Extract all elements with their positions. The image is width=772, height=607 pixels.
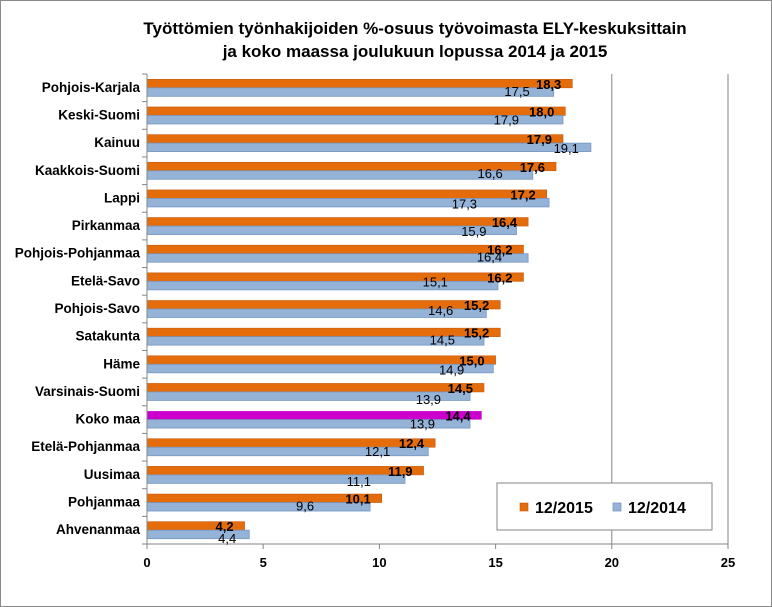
bar-12-2014-pohjois-karjala (146, 87, 555, 97)
data-label-12-2014-pohjois-savo: 14,6 (428, 303, 453, 318)
bar-12-2015-koko-maa (147, 411, 482, 420)
data-label-12-2015-varsinais-suomi: 14,5 (448, 381, 473, 396)
bar-12-2015-varsinais-suomi (146, 383, 485, 393)
data-labels: 18,317,518,017,917,919,117,616,617,217,3… (216, 77, 579, 546)
data-label-12-2015-keski-suomi: 18,0 (529, 104, 554, 119)
gridlines (611, 74, 729, 544)
category-label-pohjois-pohjanmaa: Pohjois-Pohjanmaa (15, 246, 141, 261)
category-label-lappi: Lappi (104, 190, 140, 205)
legend-item-12-2014: 12/2014 (612, 500, 686, 517)
bar-12-2014-kainuu (146, 142, 592, 153)
bar-12-2014-lappi (146, 198, 550, 208)
data-label-12-2014-hame: 14,9 (439, 362, 464, 377)
category-label-keski-suomi: Keski-Suomi (58, 107, 140, 122)
bar-12-2015-etela-pohjanmaa (146, 438, 436, 448)
data-label-12-2015-hame: 15,0 (459, 353, 484, 368)
data-label-12-2015-satakunta: 15,2 (464, 326, 489, 341)
bar-12-2015-pohjois-pohjanmaa (146, 244, 524, 255)
bar-12-2015-etela-savo (146, 272, 524, 282)
data-label-12-2015-etela-savo: 16,2 (487, 270, 512, 285)
data-label-12-2015-lappi: 17,2 (510, 187, 535, 202)
legend: 12/2015 12/2014 (496, 482, 713, 531)
category-label-pohjois-savo: Pohjois-Savo (54, 301, 140, 316)
bar-12-2014-pohjois-pohjanmaa (146, 253, 529, 263)
category-label-koko-maa: Koko maa (75, 412, 140, 427)
data-label-12-2015-pohjois-pohjanmaa: 16,2 (487, 243, 512, 258)
category-label-kaakkois-suomi: Kaakkois-Suomi (35, 163, 140, 178)
legend-label-12-2014: 12/2014 (628, 500, 686, 517)
data-label-12-2015-pohjois-savo: 15,2 (464, 298, 489, 313)
bar-12-2015-uusimaa (146, 466, 424, 476)
category-label-uusimaa: Uusimaa (84, 467, 141, 482)
category-label-etela-pohjanmaa: Etelä-Pohjanmaa (31, 439, 140, 454)
data-label-12-2015-kaakkois-suomi: 17,6 (520, 160, 545, 175)
x-tick-labels: 0 5 10 15 20 25 (143, 555, 735, 570)
data-label-12-2014-uusimaa: 11,1 (347, 474, 371, 489)
legend-swatch-12-2014 (612, 502, 622, 512)
bar-12-2014-kaakkois-suomi (146, 170, 534, 180)
legend-item-12-2015: 12/2015 (519, 500, 593, 517)
data-label-12-2014-pohjanmaa: 9,6 (296, 499, 314, 514)
x-tick-label-5: 5 (260, 555, 267, 570)
bar-12-2015-kainuu (146, 134, 564, 144)
data-label-12-2014-koko-maa: 13,9 (410, 417, 435, 432)
data-label-12-2014-lappi: 17,3 (452, 196, 477, 211)
bar-12-2015-lappi (146, 189, 548, 199)
data-label-12-2014-keski-suomi: 17,9 (494, 112, 519, 127)
category-label-etela-savo: Etelä-Savo (71, 273, 140, 288)
data-label-12-2014-pohjois-pohjanmaa: 16,4 (477, 250, 502, 265)
category-label-pohjanmaa: Pohjanmaa (68, 495, 141, 510)
category-labels: Pohjois-Karjala Keski-Suomi Kainuu Kaakkois… (15, 80, 141, 537)
category-label-satakunta: Satakunta (75, 329, 140, 344)
category-label-pohjois-karjala: Pohjois-Karjala (42, 80, 141, 95)
data-label-12-2014-etela-pohjanmaa: 12,1 (365, 444, 390, 459)
x-tick-label-20: 20 (605, 555, 619, 570)
data-label-12-2014-kainuu: 19,1 (554, 141, 579, 156)
data-label-12-2015-pirkanmaa: 16,4 (492, 215, 518, 230)
category-label-pirkanmaa: Pirkanmaa (72, 218, 141, 233)
legend-label-12-2015: 12/2015 (535, 500, 593, 517)
data-label-12-2014-pirkanmaa: 15,9 (461, 224, 486, 239)
data-label-12-2015-pohjois-karjala: 18,3 (536, 77, 561, 92)
category-label-hame: Häme (103, 356, 140, 371)
axes (142, 73, 729, 549)
data-label-12-2014-varsinais-suomi: 13,9 (416, 392, 441, 407)
data-label-12-2015-uusimaa: 11,9 (388, 464, 413, 479)
data-label-12-2014-ahvenanmaa: 4,4 (218, 531, 236, 546)
data-label-12-2014-etela-savo: 15,1 (423, 274, 448, 289)
data-label-12-2015-koko-maa: 14,4 (445, 409, 471, 424)
bar-12-2014-pohjanmaa (146, 502, 371, 512)
bars (146, 79, 592, 540)
category-label-kainuu: Kainuu (94, 135, 140, 150)
legend-swatch-12-2015 (519, 502, 529, 512)
data-label-12-2015-ahvenanmaa: 4,2 (216, 519, 234, 534)
data-label-12-2015-kainuu: 17,9 (527, 132, 552, 147)
category-label-varsinais-suomi: Varsinais-Suomi (35, 384, 140, 399)
data-label-12-2014-satakunta: 14,5 (430, 333, 455, 348)
data-label-12-2014-pohjois-karjala: 17,5 (504, 84, 529, 99)
data-label-12-2015-pohjanmaa: 10,1 (345, 492, 370, 507)
data-label-12-2015-etela-pohjanmaa: 12,4 (399, 436, 425, 451)
x-tick-label-10: 10 (372, 555, 386, 570)
category-label-ahvenanmaa: Ahvenanmaa (56, 522, 141, 537)
x-tick-label-0: 0 (143, 555, 150, 570)
chart-title: Työttömien työnhakijoiden %-osuus työvoi… (143, 19, 687, 61)
legend-box (496, 482, 713, 531)
x-tick-label-15: 15 (488, 555, 502, 570)
data-label-12-2014-kaakkois-suomi: 16,6 (477, 166, 502, 181)
x-tick-label-25: 25 (721, 555, 735, 570)
